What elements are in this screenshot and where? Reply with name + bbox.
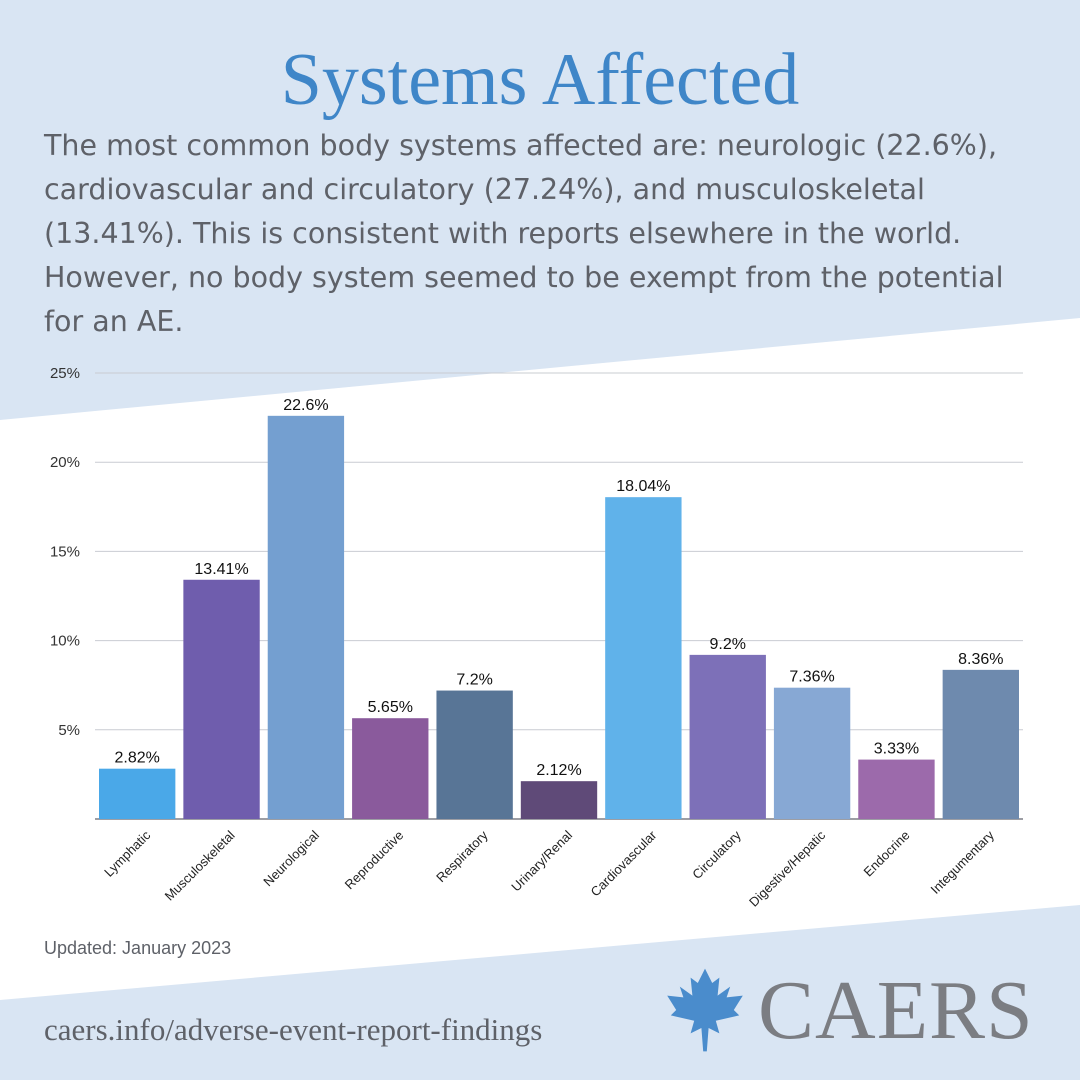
x-tick-label: Lymphatic	[101, 827, 154, 880]
data-label: 2.82%	[114, 750, 159, 767]
y-tick-label: 15%	[50, 543, 80, 560]
maple-leaf-icon	[667, 968, 743, 1052]
data-label: 22.6%	[283, 397, 328, 414]
bar-integumentary	[942, 669, 1019, 819]
caers-logo: CAERS	[660, 962, 1060, 1058]
top-background-band	[0, 0, 1080, 420]
data-label: 7.36%	[789, 669, 834, 686]
data-label: 5.65%	[368, 699, 413, 716]
x-tick-label: Reproductive	[342, 828, 407, 893]
bar-respiratory	[436, 690, 513, 819]
bar-lymphatic	[99, 768, 176, 819]
bar-digestive-hepatic	[773, 687, 851, 819]
bar-musculoskeletal	[183, 579, 260, 819]
updated-date: Updated: January 2023	[44, 938, 232, 958]
y-tick-label: 20%	[50, 454, 80, 471]
logo-text: CAERS	[758, 964, 1034, 1057]
x-tick-label: Integumentary	[928, 827, 998, 897]
data-label: 7.2%	[456, 672, 492, 689]
data-label: 2.12%	[536, 762, 581, 779]
data-label: 3.33%	[874, 741, 919, 758]
data-label: 8.36%	[958, 651, 1003, 668]
data-label: 13.41%	[194, 561, 248, 578]
page-description: The most common body systems affected ar…	[44, 129, 1004, 338]
x-tick-label: Musculoskeletal	[162, 827, 238, 903]
x-tick-label: Neurological	[260, 827, 322, 889]
data-label: 9.2%	[709, 636, 745, 653]
x-tick-label: Digestive/Hepatic	[746, 827, 828, 909]
x-tick-label: Circulatory	[689, 827, 744, 882]
bar-circulatory	[689, 654, 766, 819]
page-title: Systems Affected	[280, 39, 800, 121]
bar-endocrine	[858, 759, 935, 819]
x-tick-label: Endocrine	[861, 828, 913, 880]
bottom-background-band	[0, 905, 1080, 1080]
bar-urinary-renal	[520, 781, 598, 819]
x-tick-label: Urinary/Renal	[508, 827, 575, 894]
bar-reproductive	[352, 718, 429, 819]
x-tick-label: Respiratory	[433, 827, 491, 885]
data-label: 18.04%	[616, 478, 670, 495]
bar-neurological	[267, 415, 345, 819]
y-tick-label: 10%	[50, 633, 80, 650]
chart-bars	[99, 415, 1019, 819]
bar-cardiovascular	[605, 497, 682, 819]
x-tick-label: Cardiovascular	[588, 827, 660, 899]
y-tick-label: 25%	[50, 365, 80, 382]
y-tick-label: 5%	[58, 722, 80, 739]
source-url[interactable]: caers.info/adverse-event-report-findings	[44, 1012, 543, 1047]
